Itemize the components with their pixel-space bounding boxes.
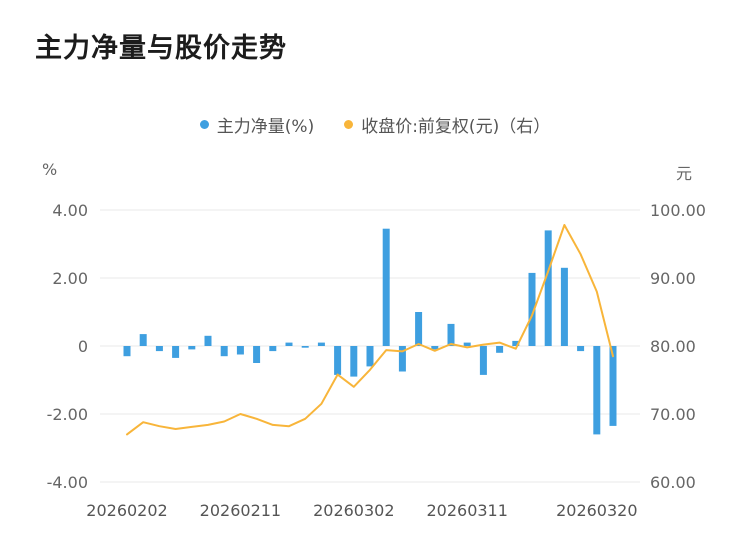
bar-main-net-volume [334, 346, 342, 375]
bar-main-net-volume [253, 346, 261, 363]
x-axis-tick-label: 20260311 [426, 501, 507, 520]
bar-main-net-volume [204, 335, 212, 346]
bar-main-net-volume [123, 346, 131, 357]
bar-main-net-volume [269, 346, 277, 352]
bar-main-net-volume [544, 230, 552, 346]
bar-main-net-volume [236, 346, 244, 355]
x-axis-tick-label: 20260211 [200, 501, 281, 520]
left-axis-tick-label: 4.00 [52, 201, 88, 220]
bar-main-net-volume [285, 342, 293, 346]
legend-marker-blue-circle-icon [199, 120, 209, 129]
left-axis-unit-label: % [42, 160, 58, 179]
left-axis-tick-label: -4.00 [47, 473, 88, 492]
bar-main-net-volume [593, 346, 601, 435]
bar-main-net-volume [220, 346, 228, 357]
x-axis-tick-label: 20260302 [313, 501, 394, 520]
bar-main-net-volume [512, 340, 520, 346]
legend-item-close-price[interactable]: 收盘价:前复权(元)（右） [344, 112, 550, 137]
bar-main-net-volume [496, 346, 504, 353]
right-axis-tick-label: 90.00 [650, 269, 696, 288]
legend-label-close-price: 收盘价:前复权(元)（右） [361, 117, 551, 137]
bar-main-net-volume [155, 346, 163, 352]
x-axis-tick-label: 20260320 [556, 501, 637, 520]
bar-main-net-volume [560, 267, 568, 346]
bar-main-net-volume [172, 346, 180, 358]
legend-label-main-net-volume: 主力净量(%) [216, 117, 315, 137]
bar-main-net-volume [479, 346, 487, 375]
bar-main-net-volume [317, 342, 325, 346]
left-axis-tick-label: -2.00 [47, 405, 88, 424]
left-axis-tick-label: 2.00 [52, 269, 88, 288]
chart-title: 主力净量与股价走势 [35, 33, 287, 64]
bar-main-net-volume [528, 272, 536, 346]
left-axis-tick-label: 0 [78, 337, 88, 356]
bar-main-net-volume [366, 346, 374, 367]
bar-main-net-volume [415, 312, 423, 346]
legend-item-main-net-volume[interactable]: 主力净量(%) [199, 112, 315, 137]
bar-main-net-volume [382, 228, 390, 346]
chart-legend: 主力净量(%) 收盘价:前复权(元)（右） [0, 112, 750, 137]
bar-main-net-volume [463, 342, 471, 346]
x-axis-tick-label: 20260202 [86, 501, 167, 520]
bar-main-net-volume [301, 346, 309, 348]
bar-main-net-volume [350, 346, 358, 377]
right-axis-tick-label: 70.00 [650, 405, 696, 424]
legend-marker-yellow-circle-icon [344, 120, 354, 129]
right-axis-unit-label: 元 [676, 164, 693, 183]
bar-main-net-volume [188, 346, 196, 350]
bar-main-net-volume [139, 334, 147, 346]
right-axis-tick-label: 80.00 [650, 337, 696, 356]
bar-main-net-volume [577, 346, 585, 352]
right-axis-tick-label: 60.00 [650, 473, 696, 492]
bar-main-net-volume [609, 346, 617, 426]
line-close-price [126, 224, 614, 436]
right-axis-tick-label: 100.00 [650, 201, 706, 220]
bar-main-net-volume [398, 346, 406, 372]
bar-main-net-volume [431, 346, 439, 350]
bar-main-net-volume [447, 323, 455, 346]
